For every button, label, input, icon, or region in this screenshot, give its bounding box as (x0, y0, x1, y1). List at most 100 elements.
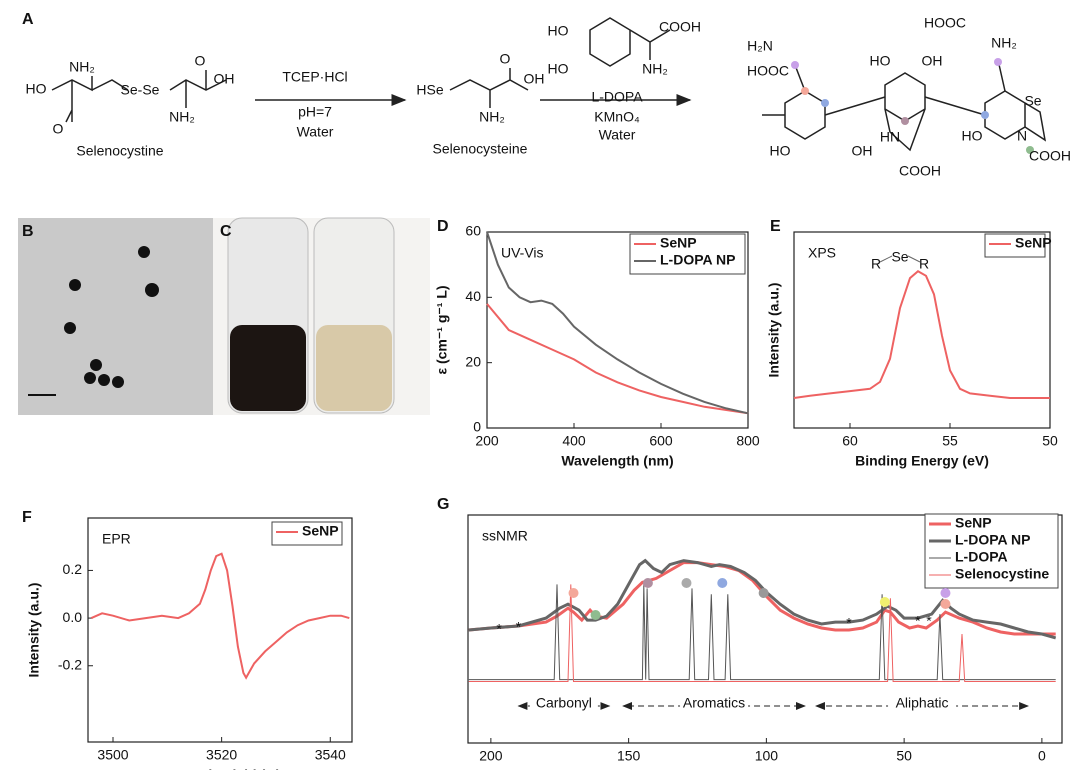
scheme-text: HO (26, 81, 47, 97)
plot-frame (486, 231, 749, 429)
peak-marker (590, 610, 601, 620)
inset-label: EPR (102, 531, 131, 547)
y-axis-label: Intensity (a.u.) (26, 583, 42, 678)
region-label-bg (680, 697, 749, 713)
panel-label: A (22, 11, 34, 28)
series-line (793, 269, 1050, 399)
inset-label: UV-Vis (501, 245, 544, 261)
inset-label: ssNMR (482, 528, 528, 544)
region-label: Carbonyl (536, 695, 592, 711)
y-tick-label: 40 (465, 288, 481, 304)
peak-marker (879, 597, 890, 607)
scheme-text: HO (870, 53, 891, 69)
series-line (468, 584, 1056, 682)
legend-box (924, 513, 1059, 589)
y-tick-label: -0.2 (58, 656, 82, 672)
panel-label: C (220, 223, 232, 240)
scheme-text: Water (297, 124, 334, 140)
tem-image (18, 218, 213, 415)
inset-label: XPS (808, 245, 836, 261)
panel-label: D (437, 218, 449, 235)
x-tick-label: 60 (842, 433, 858, 449)
legend-box (271, 521, 343, 546)
peak-asterisk: * (915, 613, 921, 629)
scheme-text: N (1017, 128, 1027, 144)
series-line (486, 231, 749, 415)
region-label-bg (529, 697, 598, 713)
scheme-text: OH (852, 143, 873, 159)
y-tick-label: 0.2 (63, 561, 83, 577)
scheme-text: TCEP·HCl (282, 69, 347, 85)
y-tick-label: 20 (465, 353, 481, 369)
peak-marker (642, 578, 653, 588)
x-tick-label: 3520 (206, 747, 237, 763)
series-line (468, 558, 1057, 640)
x-tick-label: 400 (562, 433, 586, 449)
region-label: Aromatics (683, 695, 745, 711)
scheme-text: HO (962, 128, 983, 144)
scheme-text: H₂N (747, 38, 773, 54)
x-axis-label: Wavelength (nm) (561, 453, 673, 469)
peak-marker (717, 578, 728, 588)
structure-annotation: Se (891, 249, 908, 265)
scheme-text: L-DOPA (591, 89, 643, 105)
scheme-text: HO (548, 23, 569, 39)
x-tick-label: 100 (755, 748, 779, 764)
legend-label: SeNP (1015, 235, 1052, 251)
scheme-text: NH₂ (479, 109, 505, 125)
plot-frame (87, 517, 353, 743)
peak-marker (758, 588, 769, 598)
scheme-text: Selenocysteine (433, 141, 528, 157)
x-axis-label: Binding Energy (eV) (855, 453, 989, 469)
scheme-text: HSe (416, 82, 443, 98)
scheme-text: NH₂ (169, 109, 195, 125)
series-line (468, 584, 1056, 681)
legend-label: L-DOPA (955, 549, 1008, 565)
legend-label: SeNP (955, 515, 992, 531)
scheme-text: pH=7 (298, 104, 332, 120)
x-tick-label: 55 (942, 433, 958, 449)
legend-box (629, 233, 746, 275)
legend-label: SeNP (660, 235, 697, 251)
scheme-structures (51, 17, 1047, 154)
scheme-text: Se‑Se (121, 82, 160, 98)
x-tick-label: 800 (736, 433, 760, 449)
plot-frame (467, 514, 1063, 744)
scheme-text: OH (922, 53, 943, 69)
series-line (468, 561, 1056, 636)
annotation-bonds (879, 255, 921, 263)
y-tick-label: 0.0 (63, 609, 83, 625)
y-axis-label: ε (cm⁻¹ g⁻¹ L) (434, 285, 450, 374)
peak-asterisk: * (516, 619, 522, 635)
scheme-text: NH₂ (642, 61, 668, 77)
scheme-text: Selenocystine (76, 143, 163, 159)
region-label: Aliphatic (896, 695, 949, 711)
scheme-text: KMnO₄ (594, 109, 640, 125)
legend-box (984, 233, 1046, 258)
scheme-text: HO (770, 143, 791, 159)
y-tick-label: 60 (465, 223, 481, 239)
structure-annotation: R (871, 256, 881, 272)
scheme-text: O (53, 121, 64, 137)
scheme-text: O (195, 53, 206, 69)
x-tick-label: 3500 (97, 747, 128, 763)
legend-label: L-DOPA NP (660, 252, 735, 268)
legend-label: L-DOPA NP (955, 532, 1030, 548)
panel-label: E (770, 218, 781, 235)
x-tick-label: 50 (896, 748, 912, 764)
scheme-text: COOH (659, 19, 701, 35)
scheme-text: NH₂ (991, 35, 1017, 51)
peak-marker (940, 588, 951, 598)
legend-label: SeNP (302, 523, 339, 539)
scheme-text: HN (880, 129, 900, 145)
plot-frame (793, 231, 1051, 429)
scheme-text: O (500, 51, 511, 67)
peak-marker (940, 599, 951, 609)
peak-marker (681, 578, 692, 588)
x-tick-label: 600 (649, 433, 673, 449)
scheme-text: HOOC (747, 63, 789, 79)
scheme-text: HOOC (924, 15, 966, 31)
panel-label: F (22, 509, 32, 526)
scheme-text: COOH (1029, 148, 1071, 164)
